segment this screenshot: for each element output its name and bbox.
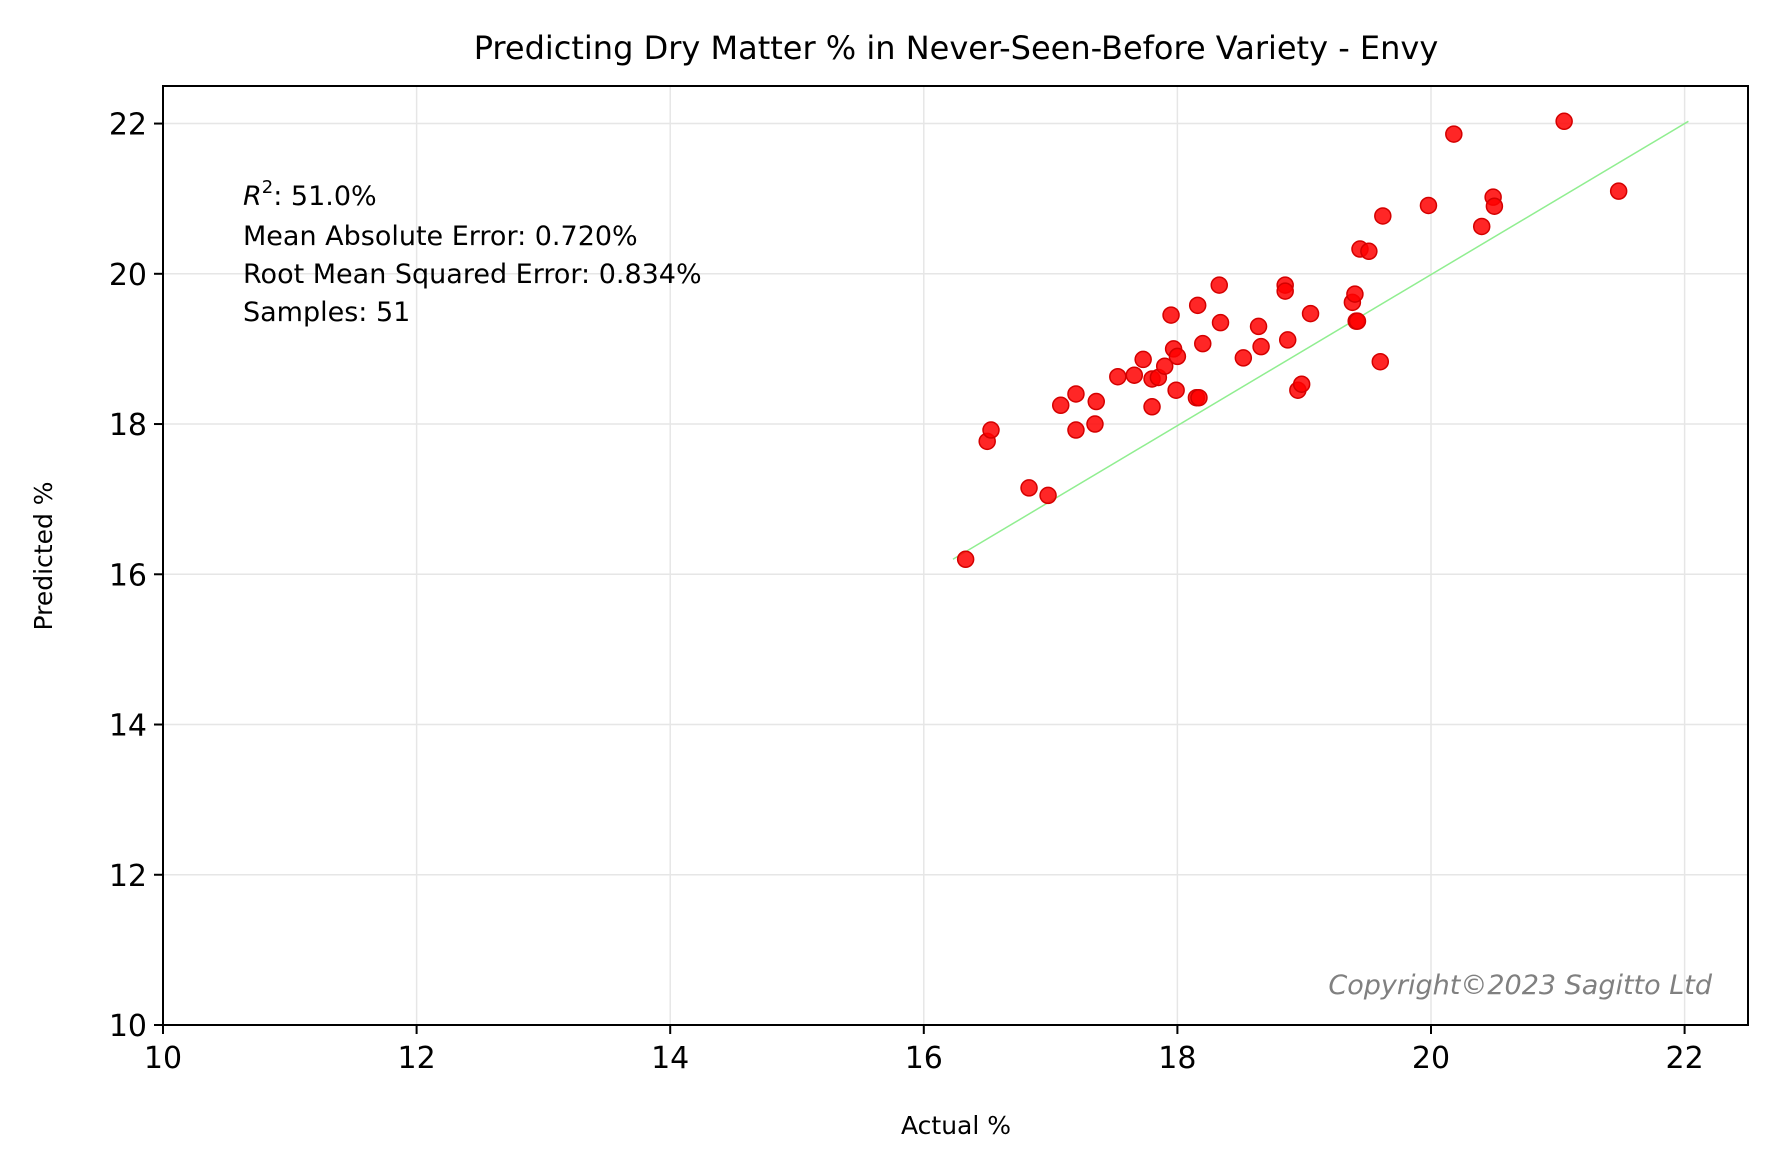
data-point	[1125, 366, 1144, 384]
x-tick-label: 14	[651, 1041, 689, 1076]
r2-stat: R2: 51.0%	[243, 177, 377, 212]
data-point	[1194, 334, 1212, 353]
data-point	[1210, 276, 1228, 294]
chart-title: Predicting Dry Matter % in Never-Seen-Be…	[474, 29, 1439, 67]
copyright-text: Copyright©2023 Sagitto Ltd	[1328, 970, 1712, 1001]
y-axis-label: Predicted %	[29, 481, 58, 630]
data-point	[1134, 350, 1152, 369]
data-point	[1472, 217, 1491, 236]
data-point	[1188, 296, 1207, 315]
data-point	[1249, 317, 1268, 336]
data-point	[1234, 349, 1253, 367]
data-point	[1109, 367, 1127, 386]
data-point	[1301, 304, 1320, 323]
data-point	[1155, 357, 1174, 375]
x-tick-label: 12	[398, 1041, 436, 1076]
data-points	[956, 112, 1628, 569]
mae-stat: Mean Absolute Error: 0.720%	[243, 221, 638, 252]
data-point	[1051, 396, 1070, 415]
axis-ticks: 10 12 14 16 18 20 22 10 12 14 16 18 20 22	[109, 108, 1704, 1076]
rmse-stat: Root Mean Squared Error: 0.834%	[243, 259, 702, 290]
data-point	[1371, 352, 1390, 371]
stats-box: R2: 51.0% Mean Absolute Error: 0.720% Ro…	[243, 177, 702, 328]
data-point	[1020, 479, 1038, 497]
x-tick-label: 22	[1666, 1041, 1704, 1076]
samples-stat: Samples: 51	[243, 297, 410, 328]
data-point	[1348, 312, 1367, 330]
y-tick-label: 14	[109, 709, 147, 744]
data-point	[1419, 196, 1438, 215]
data-point	[1162, 306, 1180, 324]
x-tick-label: 16	[905, 1041, 943, 1076]
data-point	[1445, 125, 1463, 143]
data-point	[1609, 182, 1628, 200]
y-tick-label: 12	[109, 859, 147, 894]
data-point	[1485, 197, 1504, 215]
data-point	[1555, 112, 1573, 131]
x-axis-label: Actual %	[901, 1111, 1011, 1140]
x-tick-label: 18	[1158, 1041, 1196, 1076]
data-point	[1278, 331, 1297, 349]
data-point	[1143, 398, 1161, 416]
x-tick-label: 20	[1412, 1041, 1450, 1076]
data-point	[1276, 282, 1294, 300]
data-point	[1252, 337, 1270, 356]
x-tick-label: 10	[144, 1041, 182, 1076]
y-tick-label: 22	[109, 108, 147, 143]
data-point	[982, 421, 1000, 439]
y-tick-label: 10	[109, 1009, 147, 1044]
r2-symbol: R	[243, 181, 262, 212]
data-point	[1039, 486, 1057, 505]
y-tick-label: 16	[109, 558, 147, 593]
fit-line-layer	[952, 120, 1689, 560]
r2-value: : 51.0%	[273, 181, 376, 212]
data-point	[1067, 421, 1085, 439]
data-point	[1168, 347, 1187, 366]
data-point	[1167, 381, 1185, 399]
data-point	[1374, 207, 1392, 225]
data-point	[1346, 285, 1364, 303]
data-point	[1190, 388, 1208, 407]
r2-superscript: 2	[262, 177, 273, 198]
data-point	[1360, 242, 1378, 261]
data-point	[1292, 375, 1311, 393]
fit-line	[952, 120, 1689, 560]
data-point	[1211, 313, 1230, 332]
y-tick-label: 20	[109, 258, 147, 293]
data-point	[1086, 415, 1104, 433]
plot-area-frame	[162, 85, 1749, 1026]
y-tick-label: 18	[109, 408, 147, 443]
data-point	[956, 550, 975, 569]
data-point	[1067, 385, 1085, 403]
data-point	[1087, 392, 1105, 411]
